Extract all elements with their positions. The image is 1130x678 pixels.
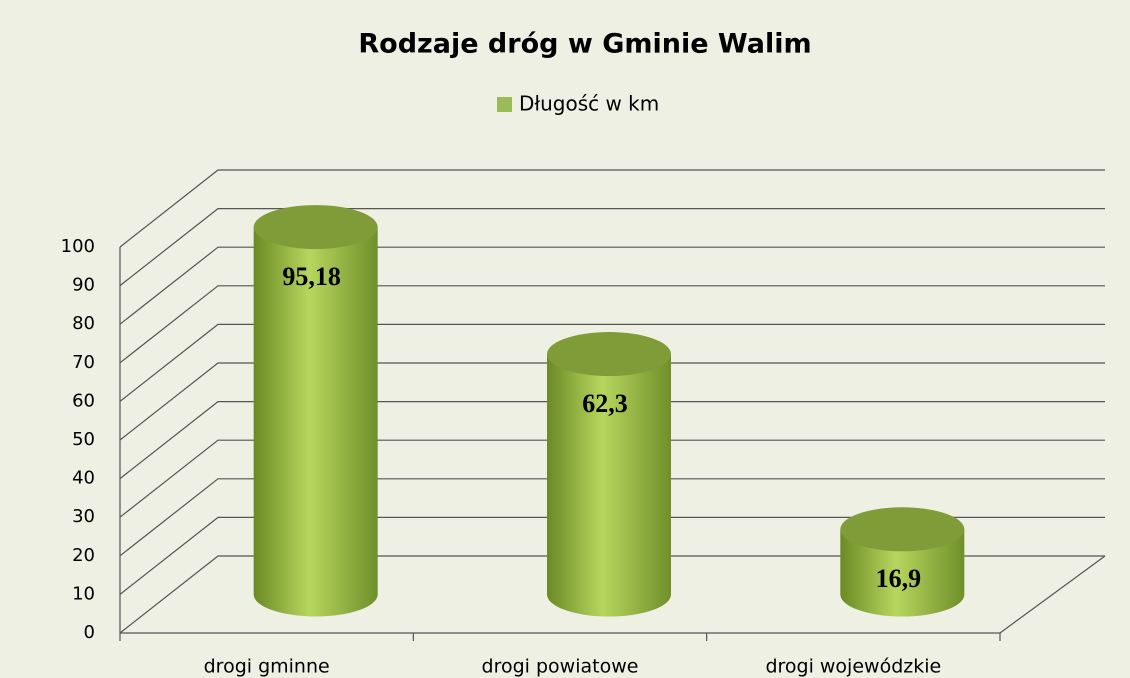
bar-top (253, 205, 378, 250)
bar-top (840, 507, 965, 552)
bar-body (253, 227, 378, 617)
grid-line (119, 169, 1105, 248)
y-tick-label: 60 (72, 390, 95, 411)
grid-line (119, 516, 1105, 595)
chart-title: Rodzaje dróg w Gminie Walim (358, 29, 811, 60)
y-tick-label: 0 (84, 622, 95, 643)
y-tick-label: 100 (61, 236, 95, 257)
grid-line (119, 246, 1105, 325)
data-label: 16,9 (876, 564, 922, 593)
bar-body (547, 354, 671, 617)
grid-line (119, 362, 1105, 441)
y-tick-label: 70 (72, 352, 95, 373)
grid-line (119, 285, 1105, 364)
x-tick-label: drogi powiatowe (482, 656, 639, 678)
y-tick-label: 10 (72, 583, 95, 604)
x-tick-label: drogi gminne (204, 656, 330, 678)
y-tick-label: 80 (72, 313, 95, 334)
y-tick-label: 50 (72, 429, 95, 450)
grid-line (119, 439, 1105, 518)
x-tick-label: drogi wojewódzkie (765, 656, 941, 678)
grid-line (119, 478, 1105, 557)
y-tick-label: 40 (72, 468, 95, 489)
data-label: 95,18 (282, 262, 341, 291)
data-label: 62,3 (582, 389, 628, 418)
grid-line (119, 323, 1105, 402)
y-tick-label: 90 (72, 275, 95, 296)
y-tick-label: 20 (72, 545, 95, 566)
y-tick-label: 30 (72, 506, 95, 527)
bar-top (547, 332, 671, 377)
grid-line (119, 555, 1105, 634)
bar-body (840, 529, 965, 617)
grid-line (119, 401, 1105, 480)
legend-swatch (497, 97, 512, 112)
grid-line (119, 208, 1105, 287)
legend-label: Długość w km (519, 92, 659, 116)
